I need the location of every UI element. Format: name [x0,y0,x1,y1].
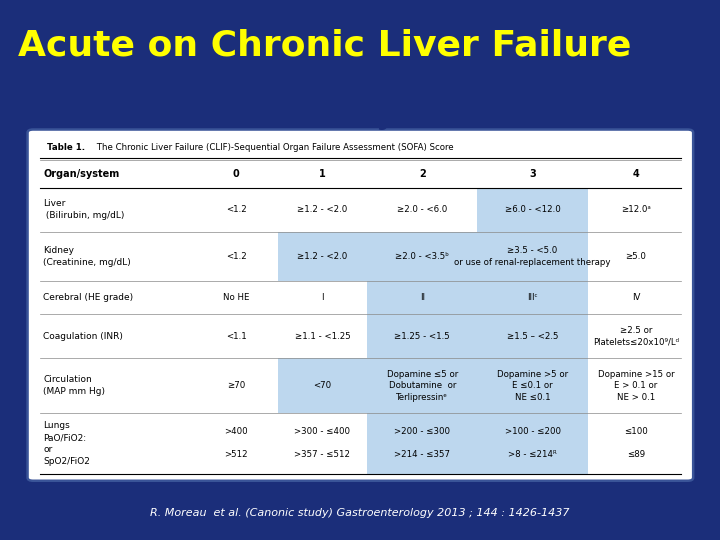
Bar [367,232,477,281]
FancyBboxPatch shape [27,130,693,481]
Text: ≥2.5 or
Platelets≤20x10⁹/Lᵈ: ≥2.5 or Platelets≤20x10⁹/Lᵈ [593,326,679,347]
Text: ≥70: ≥70 [228,381,246,390]
Text: ≥5.0: ≥5.0 [626,252,647,261]
Text: >200 - ≤300

>214 - ≤357: >200 - ≤300 >214 - ≤357 [395,428,451,460]
Text: ≥1.25 - <1.5: ≥1.25 - <1.5 [395,332,450,341]
Text: Dopamine ≤5 or
Dobutamine  or
Terlipressinᵉ: Dopamine ≤5 or Dobutamine or Terlipressi… [387,370,458,402]
Bar [367,314,477,358]
Bar [477,232,588,281]
Text: ≥2.0 - <6.0: ≥2.0 - <6.0 [397,205,448,214]
Text: Coagulation (INR): Coagulation (INR) [43,332,123,341]
Text: <1.2: <1.2 [226,252,247,261]
Text: Table 1.: Table 1. [47,143,85,152]
Text: ≥1.1 - <1.25: ≥1.1 - <1.25 [294,332,351,341]
Text: >300 - ≤400

>357 - ≤512: >300 - ≤400 >357 - ≤512 [294,428,351,460]
Text: IIIᶜ: IIIᶜ [527,293,538,302]
Text: Kidney
(Creatinine, mg/dL): Kidney (Creatinine, mg/dL) [43,246,131,267]
Text: Acute on Chronic Liver Failure: Acute on Chronic Liver Failure [18,29,631,63]
Text: 2: 2 [419,169,426,179]
Text: R. Moreau  et al. (Canonic study) Gastroenterology 2013 ; 144 : 1426-1437: R. Moreau et al. (Canonic study) Gastroe… [150,508,570,518]
Text: Lungs
PaO/FiO2:
or
SpO2/FiO2: Lungs PaO/FiO2: or SpO2/FiO2 [43,421,90,465]
Bar [367,413,477,474]
Text: Definition of organ failure: Definition of organ failure [248,115,472,130]
Text: 3: 3 [529,169,536,179]
Text: Dopamine >5 or
E ≤0.1 or
NE ≤0.1: Dopamine >5 or E ≤0.1 or NE ≤0.1 [497,370,568,402]
Text: ≥3.5 - <5.0
or use of renal-replacement therapy: ≥3.5 - <5.0 or use of renal-replacement … [454,246,611,267]
Text: ≥1.2 - <2.0: ≥1.2 - <2.0 [297,252,348,261]
Text: Organ/system: Organ/system [43,169,120,179]
Text: Circulation
(MAP mm Hg): Circulation (MAP mm Hg) [43,375,105,396]
Text: >400

>512: >400 >512 [225,428,248,460]
Text: I: I [321,293,324,302]
Text: >100 - ≤200

>8 - ≤214ᴿ: >100 - ≤200 >8 - ≤214ᴿ [505,428,561,460]
Bar [367,358,477,413]
Text: The Chronic Liver Failure (CLIF)-Sequential Organ Failure Assessment (SOFA) Scor: The Chronic Liver Failure (CLIF)-Sequent… [94,143,454,152]
Bar [477,281,588,314]
Text: Liver
 (Bilirubin, mg/dL): Liver (Bilirubin, mg/dL) [43,199,125,220]
Text: 1: 1 [319,169,326,179]
Text: ≥1.5 – <2.5: ≥1.5 – <2.5 [507,332,559,341]
Text: ≥6.0 - <12.0: ≥6.0 - <12.0 [505,205,560,214]
Text: II: II [420,293,425,302]
Text: IV: IV [631,293,640,302]
Text: 4: 4 [633,169,639,179]
Bar [477,314,588,358]
Text: <1.2: <1.2 [226,205,247,214]
Text: No HE: No HE [223,293,250,302]
Text: 0: 0 [233,169,240,179]
Text: Cerebral (HE grade): Cerebral (HE grade) [43,293,133,302]
Bar [477,188,588,232]
Text: ≤100

≤89: ≤100 ≤89 [624,428,648,460]
Text: <1.1: <1.1 [226,332,247,341]
Bar [477,358,588,413]
Text: ≥1.2 - <2.0: ≥1.2 - <2.0 [297,205,348,214]
Bar [278,232,367,281]
Bar [278,358,367,413]
Bar [367,281,477,314]
Bar [477,413,588,474]
Text: ≥2.0 - <3.5ᵇ: ≥2.0 - <3.5ᵇ [395,252,449,261]
Text: ≥12.0ᵃ: ≥12.0ᵃ [621,205,651,214]
Text: <70: <70 [313,381,331,390]
Text: Dopamine >15 or
E > 0.1 or
NE > 0.1: Dopamine >15 or E > 0.1 or NE > 0.1 [598,370,675,402]
